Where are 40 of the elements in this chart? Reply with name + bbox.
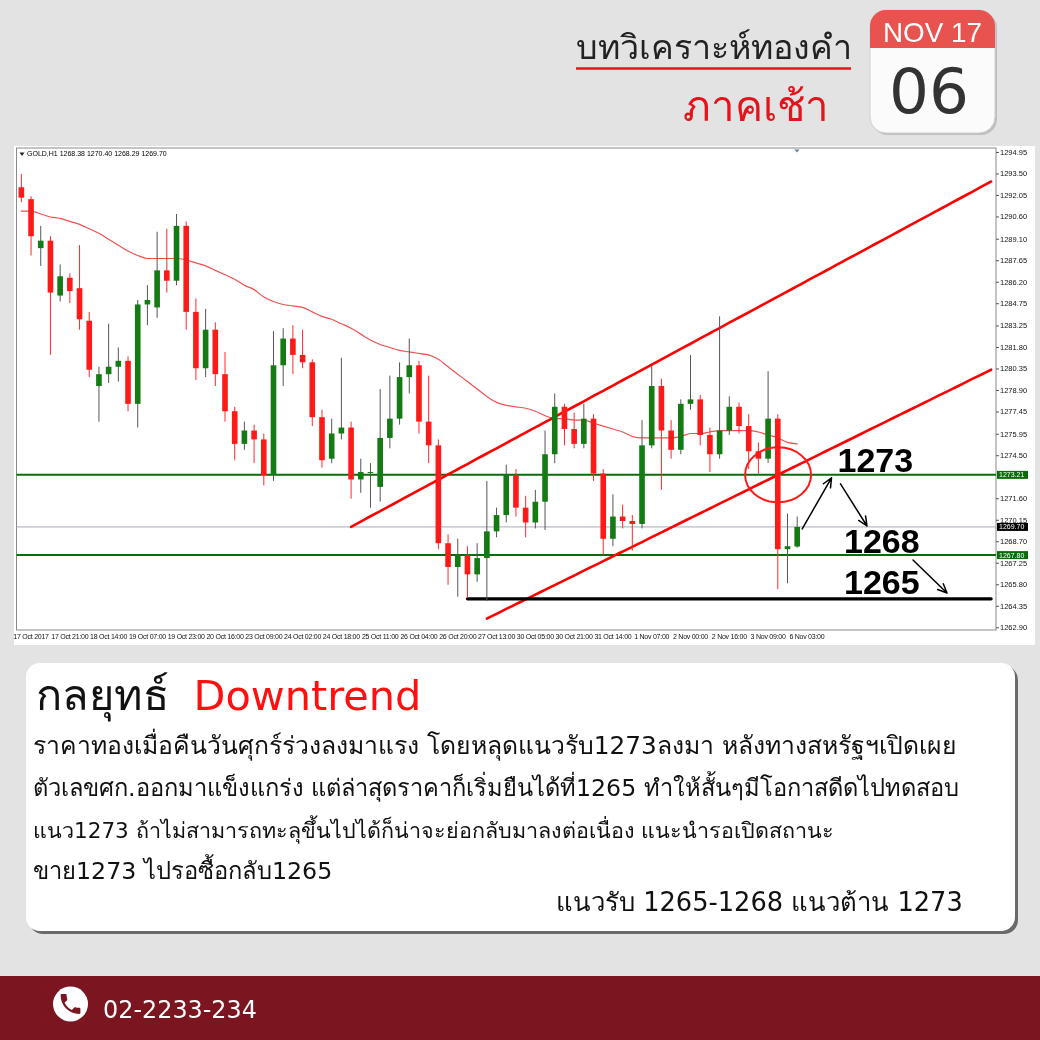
candlestick bbox=[445, 533, 451, 586]
text: ตัวเลขศก.ออกมาแข็งแกร่ง แต่ล่าสุดราคาก็เริ่มยืนได้ที่1265 ทำให้สั้นๆมีโอกาสดีดไปทดสอบ bbox=[33, 771, 959, 802]
candlestick bbox=[726, 395, 733, 436]
candlestick bbox=[610, 493, 616, 547]
candlestick bbox=[387, 375, 393, 449]
annotation: 1268 bbox=[844, 522, 920, 560]
text: Downtrend bbox=[193, 672, 422, 720]
line-series bbox=[349, 180, 993, 529]
candlestick bbox=[115, 346, 122, 383]
chart-subtitle: ภาคเช้า bbox=[683, 82, 829, 131]
text: 06 bbox=[889, 54, 969, 128]
text: NOV 17 bbox=[883, 17, 982, 48]
candlestick bbox=[474, 542, 480, 583]
candlestick bbox=[164, 228, 170, 294]
chart-title: บทวิเคราะห์ทองคำ bbox=[576, 27, 852, 67]
candlestick bbox=[67, 272, 73, 304]
candlestick bbox=[668, 419, 674, 460]
candlestick bbox=[18, 173, 25, 203]
candlestick bbox=[96, 366, 102, 423]
candlestick bbox=[251, 424, 257, 464]
candlestick bbox=[37, 225, 44, 267]
annotation: 1273 bbox=[837, 440, 914, 479]
candlestick bbox=[357, 458, 364, 494]
candlestick bbox=[571, 412, 577, 449]
candlestick bbox=[406, 338, 413, 394]
text: กลยุทธ์ bbox=[36, 670, 169, 722]
candlestick bbox=[57, 263, 63, 302]
text: แนว1273 ถ้าไม่สามารถทะลุขึ้นไปได้ก็น่าจะย่อกลับมาลงต่อเนื่อง แนะนำรอเปิดสถานะ bbox=[33, 815, 835, 844]
candlestick bbox=[794, 516, 800, 549]
text: ขาย1273 ไปรอซื้อกลับ1265 bbox=[33, 854, 333, 885]
line-series bbox=[485, 368, 993, 620]
candlestick bbox=[707, 427, 713, 473]
candlestick bbox=[290, 324, 296, 375]
candlestick bbox=[687, 354, 694, 411]
annotation: 1265 bbox=[844, 563, 920, 601]
candlestick bbox=[454, 538, 461, 598]
text: แนวรับ 1265-1268 แนวต้าน 1273 bbox=[556, 887, 963, 917]
text: 02-2233-234 bbox=[103, 996, 257, 1024]
text: ราคาทองเมื่อคืนวันศุกร์ร่วงลงมาแรง โดยหลุดแนวรับ1273ลงมา หลังทางสหรัฐฯเปิดเผย bbox=[33, 728, 957, 761]
candlestick bbox=[736, 401, 742, 434]
